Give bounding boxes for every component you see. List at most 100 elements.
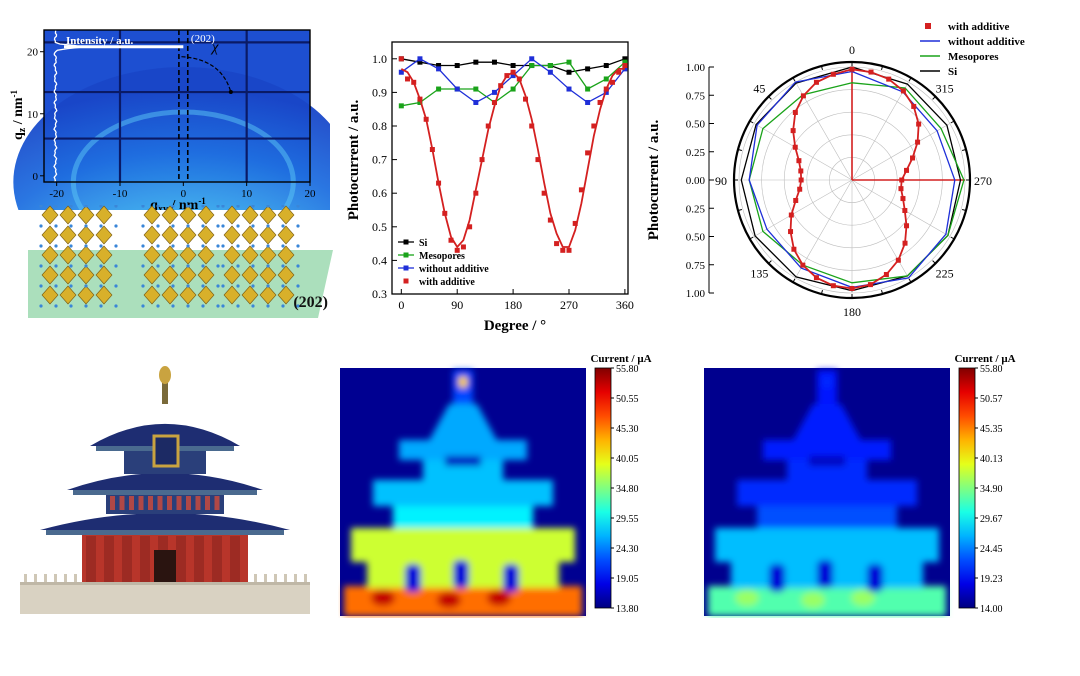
data-point (898, 186, 904, 192)
octahedron (77, 225, 95, 245)
crystal-dot (99, 304, 103, 308)
polar-grid-spoke (851, 179, 951, 237)
crystal-dot (236, 264, 240, 268)
octahedron (59, 205, 77, 225)
crystal-dot (266, 244, 270, 248)
crystal-dot (266, 224, 270, 228)
legend-label: with additive (419, 277, 475, 288)
data-point (566, 247, 572, 253)
crystal-dot (156, 304, 160, 308)
data-point (473, 86, 479, 92)
temple-balustrade (304, 574, 307, 584)
crystal-dot (171, 304, 175, 308)
crystal-dot (39, 224, 43, 228)
crystal-dot (141, 224, 145, 228)
data-point (585, 86, 591, 92)
polar-angle-tick (932, 260, 936, 264)
map-window (867, 564, 883, 592)
crystal-dot (281, 224, 285, 228)
colorbar-tick-label: 24.30 (616, 544, 639, 555)
data-point (467, 224, 473, 230)
crystal-dot (296, 304, 300, 308)
data-point (616, 69, 622, 75)
temple-door-panel (212, 536, 222, 582)
octahedron (277, 225, 295, 245)
crystal-dot (201, 264, 205, 268)
colorbar (958, 367, 976, 609)
octahedron (277, 245, 295, 265)
linear-xtick-label: 360 (616, 298, 634, 312)
polar-angle-label: 135 (750, 267, 768, 281)
map-roof-upper (763, 440, 891, 460)
colorbar-tick-label: 45.35 (980, 424, 1003, 435)
data-point (473, 99, 479, 105)
colorbar-tick-label: 45.30 (616, 424, 639, 435)
temple-terrace (20, 582, 310, 614)
polar-radial-tick-label: 0.25 (686, 203, 706, 215)
temple-finial (159, 366, 171, 384)
temple-balustrade (34, 574, 37, 584)
polar-grid-spoke (851, 123, 951, 181)
crystal-dot (39, 304, 43, 308)
colorbar (594, 367, 612, 609)
crystal-dot (141, 205, 145, 208)
polar-grid-spoke (795, 81, 853, 181)
octahedron (59, 245, 77, 265)
temple-balustrade (24, 574, 27, 584)
crystal-dot (171, 205, 175, 208)
colorbar-title: Current / μA (954, 353, 1015, 365)
data-point (800, 93, 806, 99)
map-roof-middle (373, 480, 553, 506)
colorbar-tick-label: 50.57 (980, 394, 1003, 405)
colorbar-tick-label: 55.80 (980, 364, 1003, 375)
temple-door (154, 550, 176, 582)
data-point (849, 285, 855, 291)
crystal-dot (281, 205, 285, 208)
data-point (547, 63, 553, 69)
map-roof-lower (715, 528, 939, 562)
linear-series-mesopores (398, 59, 628, 109)
polar-angle-tick (792, 77, 796, 82)
giwaxs-xlabel: qxy / nm-1 (150, 196, 206, 210)
data-point (547, 69, 553, 75)
octahedron (161, 225, 179, 245)
crystal-dot (99, 284, 103, 288)
data-point (454, 247, 460, 253)
octahedron (223, 225, 241, 245)
crystal-block (141, 205, 220, 308)
colorbar-tick-label: 24.45 (980, 544, 1003, 555)
crystal-dot (281, 244, 285, 248)
data-point (800, 262, 806, 268)
crystal-dot (156, 224, 160, 228)
octahedron (95, 245, 113, 265)
octahedron (277, 205, 295, 225)
crystal-dot (156, 284, 160, 288)
temple-roof-lower (40, 513, 290, 530)
crystal-dot (171, 284, 175, 288)
octahedron (59, 265, 77, 285)
giwaxs-chi-point (228, 90, 233, 95)
polar-radial-tick-label: 0.50 (686, 119, 706, 131)
crystal-dot (296, 224, 300, 228)
crystal-dot (114, 205, 118, 208)
octahedron (77, 265, 95, 285)
colorbar-tick-label: 50.55 (616, 394, 639, 405)
data-point (622, 59, 628, 65)
crystal-dot (84, 304, 88, 308)
octahedron (197, 285, 215, 305)
temple-plaque (152, 434, 180, 468)
data-point (797, 186, 803, 192)
polar-series-si (740, 66, 962, 292)
data-point (867, 282, 873, 288)
crystal-dot (236, 284, 240, 288)
linear-series-fit (400, 68, 625, 249)
map-window (817, 560, 833, 588)
data-point (566, 86, 572, 92)
polar-angle-label: 0 (849, 43, 855, 57)
octahedron (179, 245, 197, 265)
octahedron (161, 205, 179, 225)
colorbar-tick-label: 55.80 (616, 364, 639, 375)
octahedron (179, 265, 197, 285)
temple-roof-lower-eave (46, 530, 284, 535)
map-hotspot (437, 592, 461, 608)
